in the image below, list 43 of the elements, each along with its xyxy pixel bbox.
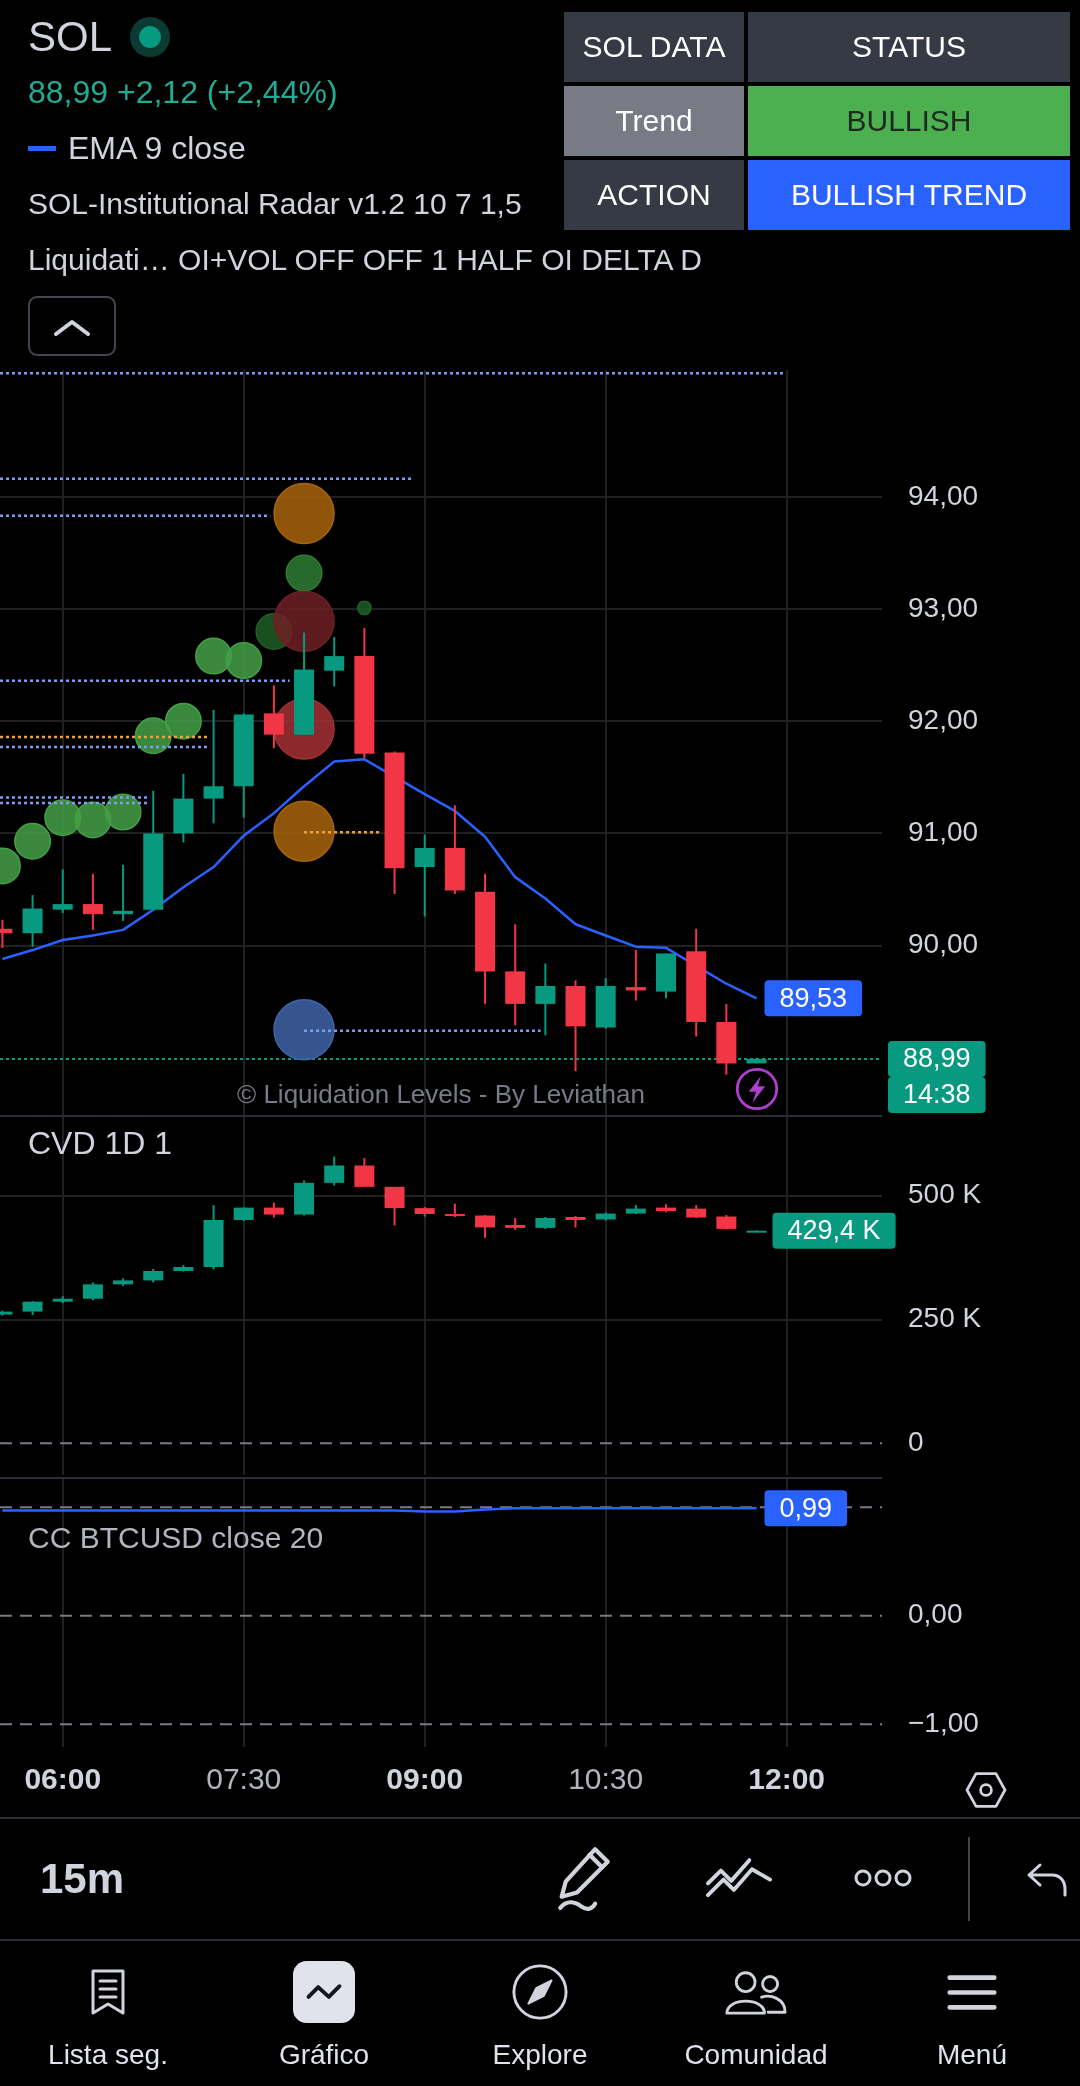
text: ACTION (564, 160, 744, 230)
y-tick-label: 0 (908, 1426, 924, 1458)
y-tick-label: 92,00 (908, 703, 979, 735)
text: 429,4 K (787, 1215, 881, 1246)
y-tick-label: 500 K (908, 1178, 982, 1210)
text: 15m (40, 1855, 125, 1903)
text: Trend (564, 86, 744, 156)
data-label: 89,53 (779, 982, 848, 1013)
text: 14:38 (903, 1079, 971, 1110)
y-tick-label: 93,00 (908, 591, 979, 623)
annotation: © Liquidation Levels - By Leviathan (237, 1079, 645, 1109)
candlestick (113, 864, 134, 921)
text: Liquidati… OI+VOL OFF OFF 1 HALF OI DELTA D (28, 242, 702, 278)
y-tick-label: 91,00 (908, 816, 979, 848)
chart-subtitle: 88,99 +2,12 (+2,44%) (28, 74, 338, 111)
x-tick-label: 06:00 (24, 1762, 102, 1796)
legend-label: EMA 9 close (68, 129, 246, 167)
text: BULLISH TREND (748, 160, 1070, 230)
text: STATUS (748, 12, 1070, 82)
chart-title: SOL (28, 13, 113, 61)
text: Lista seg. (47, 2039, 169, 2071)
series-label: CC BTCUSD close 20 (28, 1520, 324, 1554)
y-tick-label: 250 K (908, 1302, 982, 1334)
text: Comunidad (683, 2039, 829, 2071)
ref-line-label: 88,99 (903, 1043, 971, 1074)
candlestick (746, 1230, 767, 1233)
x-tick-label: 09:00 (386, 1762, 464, 1796)
candlestick (625, 950, 646, 1001)
data-label: 0,99 (779, 1492, 833, 1523)
text: SOL DATA (564, 12, 744, 82)
text: Menú (935, 2039, 1008, 2071)
chart-title: CVD 1D 1 (28, 1124, 173, 1161)
y-tick-label: 0,00 (908, 1598, 963, 1630)
y-tick-label: −1,00 (908, 1706, 979, 1738)
text: SOL-Institutional Radar v1.2 10 7 1,5 (28, 186, 522, 222)
text: Gráfico (277, 2039, 371, 2071)
x-tick-label: 07:30 (206, 1762, 282, 1796)
y-tick-label: 90,00 (908, 928, 979, 960)
x-tick-label: 10:30 (568, 1762, 644, 1796)
x-tick-label: 12:00 (748, 1762, 826, 1796)
text: Explore (491, 2039, 589, 2071)
y-tick-label: 94,00 (908, 479, 979, 511)
text: BULLISH (748, 86, 1070, 156)
